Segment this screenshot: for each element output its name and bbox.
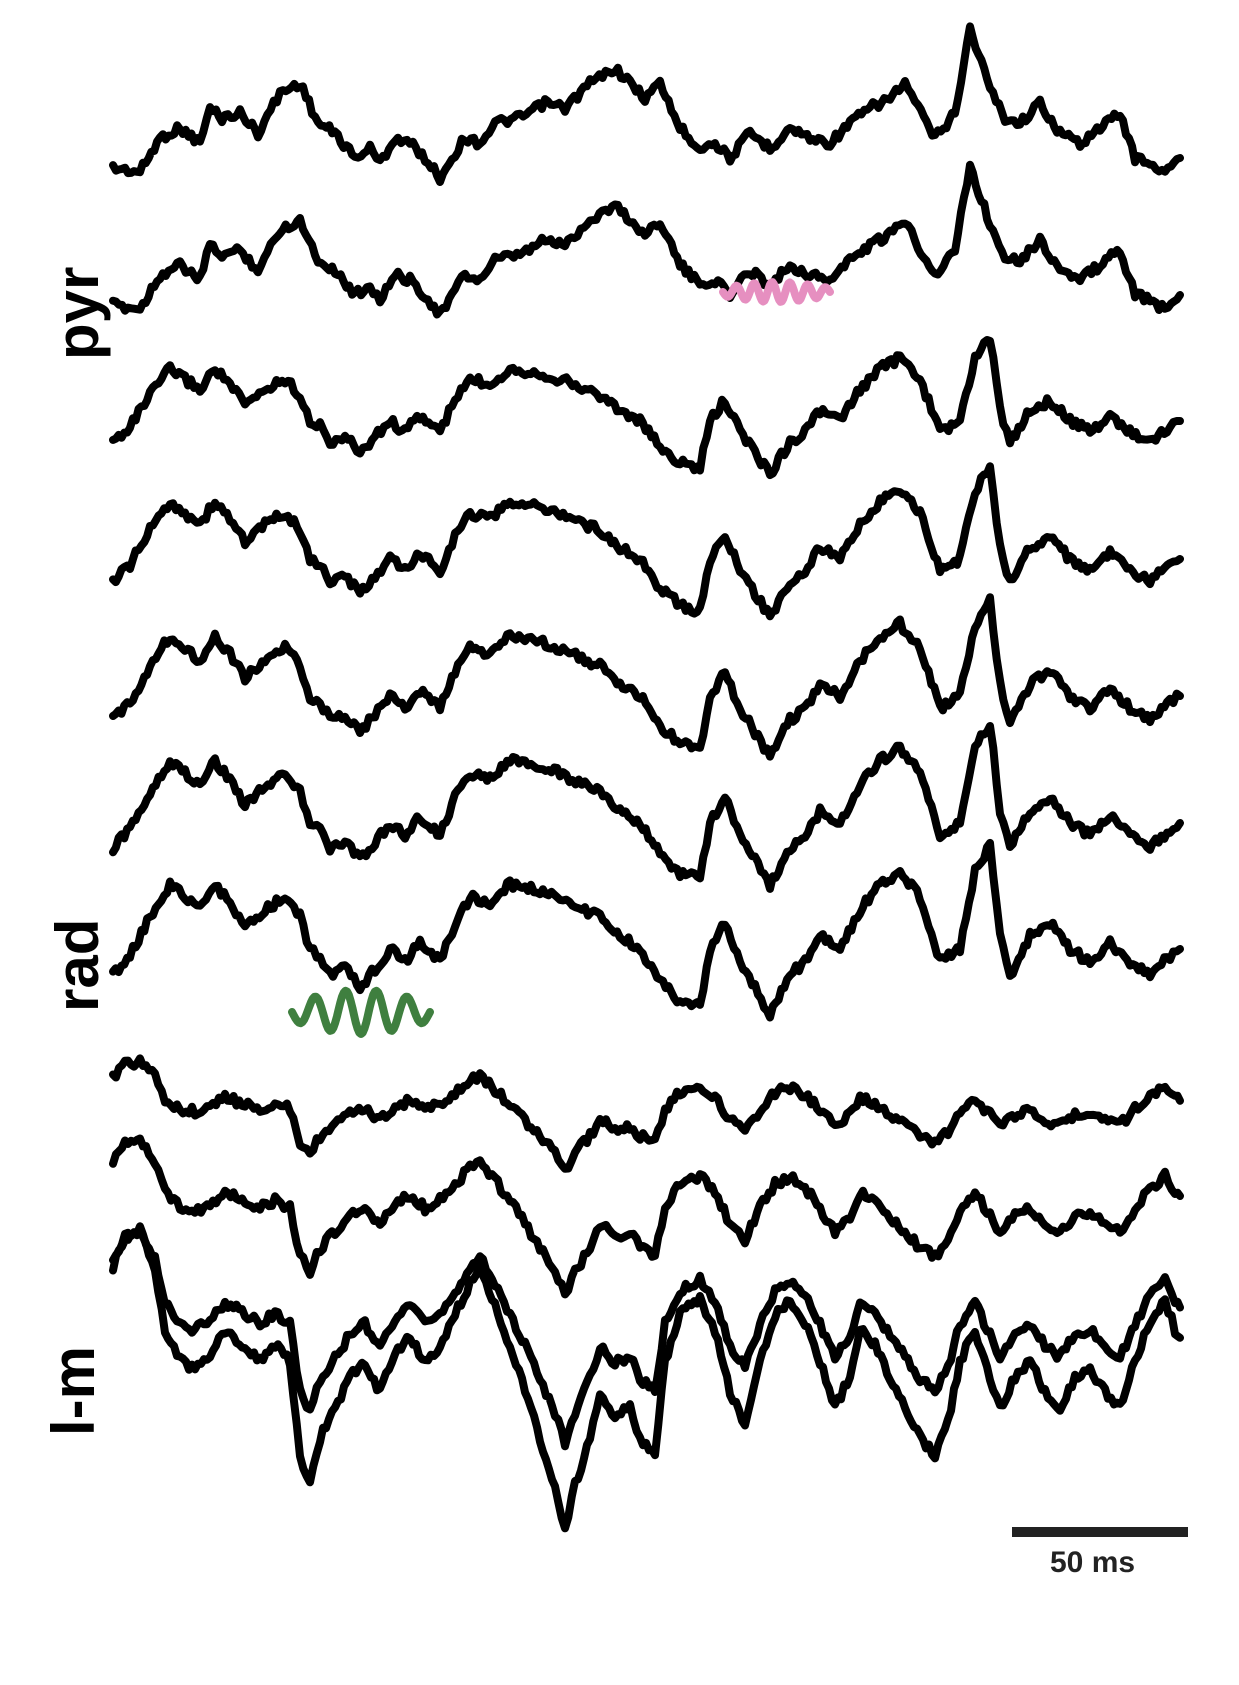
scale-bar-label: 50 ms bbox=[1050, 1546, 1136, 1579]
lfp-trace bbox=[109, 722, 1184, 893]
rad-oscillation-highlight bbox=[288, 986, 434, 1038]
pyr-oscillation-highlight bbox=[719, 278, 834, 306]
lfp-trace bbox=[109, 160, 1184, 319]
lfp-trace bbox=[109, 1226, 1184, 1533]
layer-label-lm: l-m bbox=[40, 1346, 107, 1436]
lfp-trace bbox=[109, 838, 1184, 1022]
lfp-trace bbox=[109, 462, 1184, 621]
lfp-trace bbox=[109, 1222, 1184, 1451]
lfp-trace bbox=[109, 1054, 1184, 1173]
lfp-trace bbox=[109, 593, 1184, 761]
highlight-group bbox=[288, 278, 834, 1038]
layer-label-pyr: pyr bbox=[44, 266, 111, 360]
lfp-trace bbox=[109, 1134, 1184, 1299]
lfp-trace bbox=[109, 22, 1184, 186]
trace-group bbox=[109, 22, 1184, 1533]
lfp-trace bbox=[109, 336, 1184, 480]
layer-label-rad: rad bbox=[44, 918, 111, 1012]
